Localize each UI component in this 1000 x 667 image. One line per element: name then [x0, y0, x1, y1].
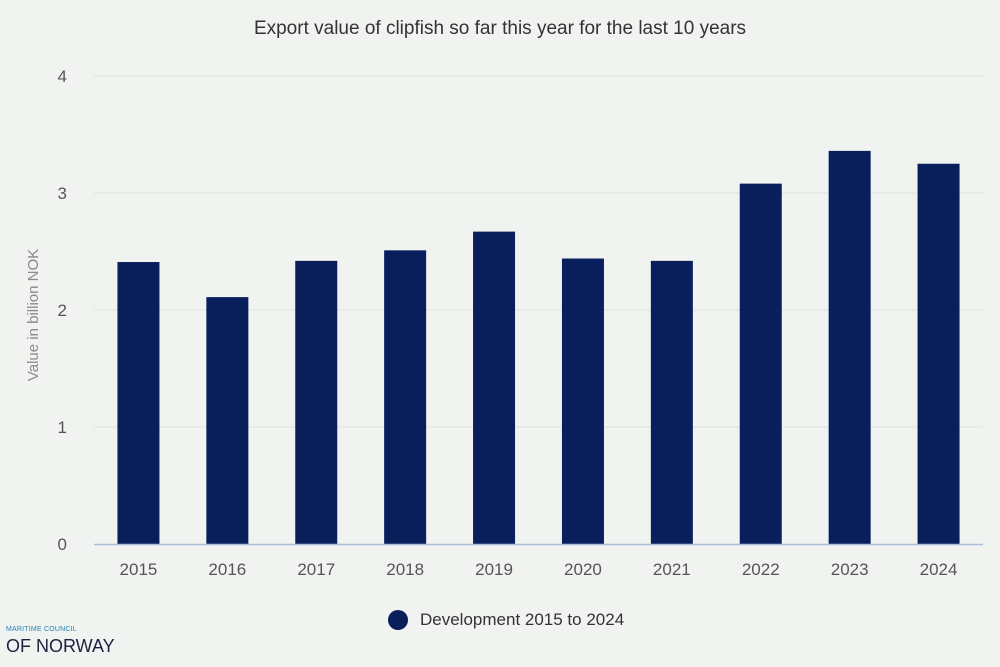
x-tick-label: 2023	[831, 560, 869, 579]
bar	[295, 260, 338, 544]
bar	[650, 260, 693, 544]
bar	[473, 231, 516, 545]
bar	[384, 250, 427, 544]
logo-wordmark: OF NORWAY	[6, 636, 115, 656]
x-tick-label: 2019	[475, 560, 513, 579]
y-tick-label: 4	[58, 67, 67, 86]
bar	[828, 150, 871, 544]
x-tick-label: 2016	[208, 560, 246, 579]
x-tick-label: 2015	[120, 560, 158, 579]
brand-logo: MARITIME COUNCIL OF NORWAY	[6, 626, 126, 660]
x-tick-label: 2021	[653, 560, 691, 579]
y-tick-label: 3	[58, 184, 67, 203]
bar	[117, 262, 160, 544]
legend-marker	[388, 610, 408, 630]
x-tick-label: 2022	[742, 560, 780, 579]
logo-subtitle: MARITIME COUNCIL	[6, 626, 77, 633]
chart-title: Export value of clipfish so far this yea…	[253, 18, 747, 39]
chart-legend[interactable]: Development 2015 to 2024	[388, 610, 624, 630]
legend-label: Development 2015 to 2024	[420, 610, 625, 629]
bar-chart-plot: 0 1 2 3 4 Value in billion NOK 2015 2016 2017 201…	[25, 67, 983, 579]
y-tick-label: 0	[58, 535, 67, 554]
x-tick-label: 2017	[297, 560, 335, 579]
x-tick-label: 2018	[386, 560, 424, 579]
y-axis-title: Value in billion NOK	[25, 249, 42, 381]
x-tick-label: 2024	[920, 560, 958, 579]
x-tick-label: 2020	[564, 560, 602, 579]
bar	[917, 163, 960, 544]
bar	[206, 297, 249, 544]
bar	[561, 258, 604, 544]
y-tick-label: 1	[58, 418, 67, 437]
y-tick-label: 2	[58, 301, 67, 320]
bar	[739, 183, 782, 544]
